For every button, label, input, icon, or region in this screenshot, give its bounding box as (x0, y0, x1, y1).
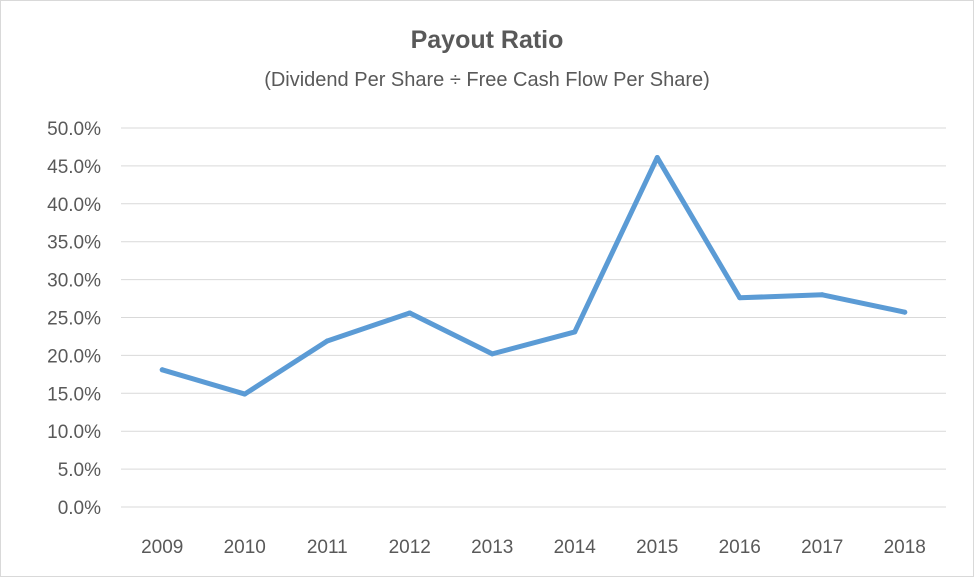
chart-subtitle: (Dividend Per Share ÷ Free Cash Flow Per… (264, 69, 710, 91)
y-tick-label: 30.0% (47, 271, 101, 292)
chart-title: Payout Ratio (410, 26, 564, 54)
x-tick-label: 2018 (884, 537, 926, 558)
y-tick-label: 35.0% (47, 233, 101, 254)
y-tick-label: 5.0% (58, 460, 101, 481)
y-tick-label: 50.0% (47, 119, 101, 140)
data-point (654, 155, 660, 161)
x-tick-label: 2013 (471, 537, 513, 558)
y-tick-label: 10.0% (47, 422, 101, 443)
y-tick-label: 15.0% (47, 384, 101, 405)
y-tick-label: 40.0% (47, 195, 101, 216)
x-tick-label: 2014 (554, 537, 597, 558)
y-tick-label: 0.0% (58, 498, 101, 519)
data-point (902, 309, 908, 315)
data-point (159, 367, 165, 373)
data-point (407, 310, 413, 316)
x-tick-label: 2009 (141, 537, 183, 558)
x-tick-label: 2012 (389, 537, 431, 558)
x-tick-label: 2015 (636, 537, 678, 558)
y-tick-label: 20.0% (47, 346, 101, 367)
data-point (489, 351, 495, 357)
data-point (572, 329, 578, 335)
x-tick-label: 2016 (719, 537, 761, 558)
data-point (242, 391, 248, 397)
x-tick-label: 2010 (224, 537, 266, 558)
data-point (324, 338, 330, 344)
y-tick-label: 25.0% (47, 309, 101, 330)
y-tick-label: 45.0% (47, 157, 101, 178)
data-point (737, 295, 743, 301)
x-tick-label: 2017 (801, 537, 843, 558)
x-tick-label: 2011 (307, 537, 348, 558)
series-line (159, 155, 908, 397)
data-point (819, 292, 825, 298)
